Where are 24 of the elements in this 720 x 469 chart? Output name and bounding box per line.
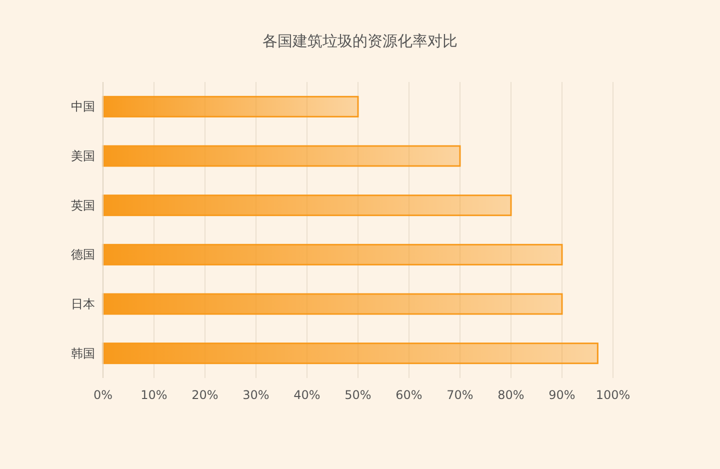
y-tick-label: 德国 xyxy=(71,248,95,262)
y-tick-label: 中国 xyxy=(71,100,95,114)
y-tick-label: 韩国 xyxy=(71,346,95,360)
x-tick-label: 30% xyxy=(242,388,270,402)
bar xyxy=(102,145,461,167)
x-tick-label: 80% xyxy=(498,388,524,402)
x-tick-label: 0% xyxy=(93,388,113,402)
x-tick-label: 90% xyxy=(548,388,576,402)
bar xyxy=(102,342,598,364)
chart-title: 各国建筑垃圾的资源化率对比 xyxy=(262,32,458,50)
bar xyxy=(102,293,563,315)
y-tick-label: 日本 xyxy=(71,297,95,311)
x-tick-label: 40% xyxy=(294,388,320,402)
x-tick-label: 50% xyxy=(344,388,372,402)
x-tick-label: 70% xyxy=(446,388,474,402)
bar xyxy=(102,96,359,118)
x-tick-label: 10% xyxy=(140,388,168,402)
bar xyxy=(102,244,563,266)
x-tick-label: 100% xyxy=(596,388,630,402)
y-tick-label: 美国 xyxy=(71,149,95,163)
x-tick-label: 20% xyxy=(192,388,218,402)
bar xyxy=(102,194,512,216)
x-tick-label: 60% xyxy=(396,388,422,402)
y-tick-label: 英国 xyxy=(71,198,95,212)
